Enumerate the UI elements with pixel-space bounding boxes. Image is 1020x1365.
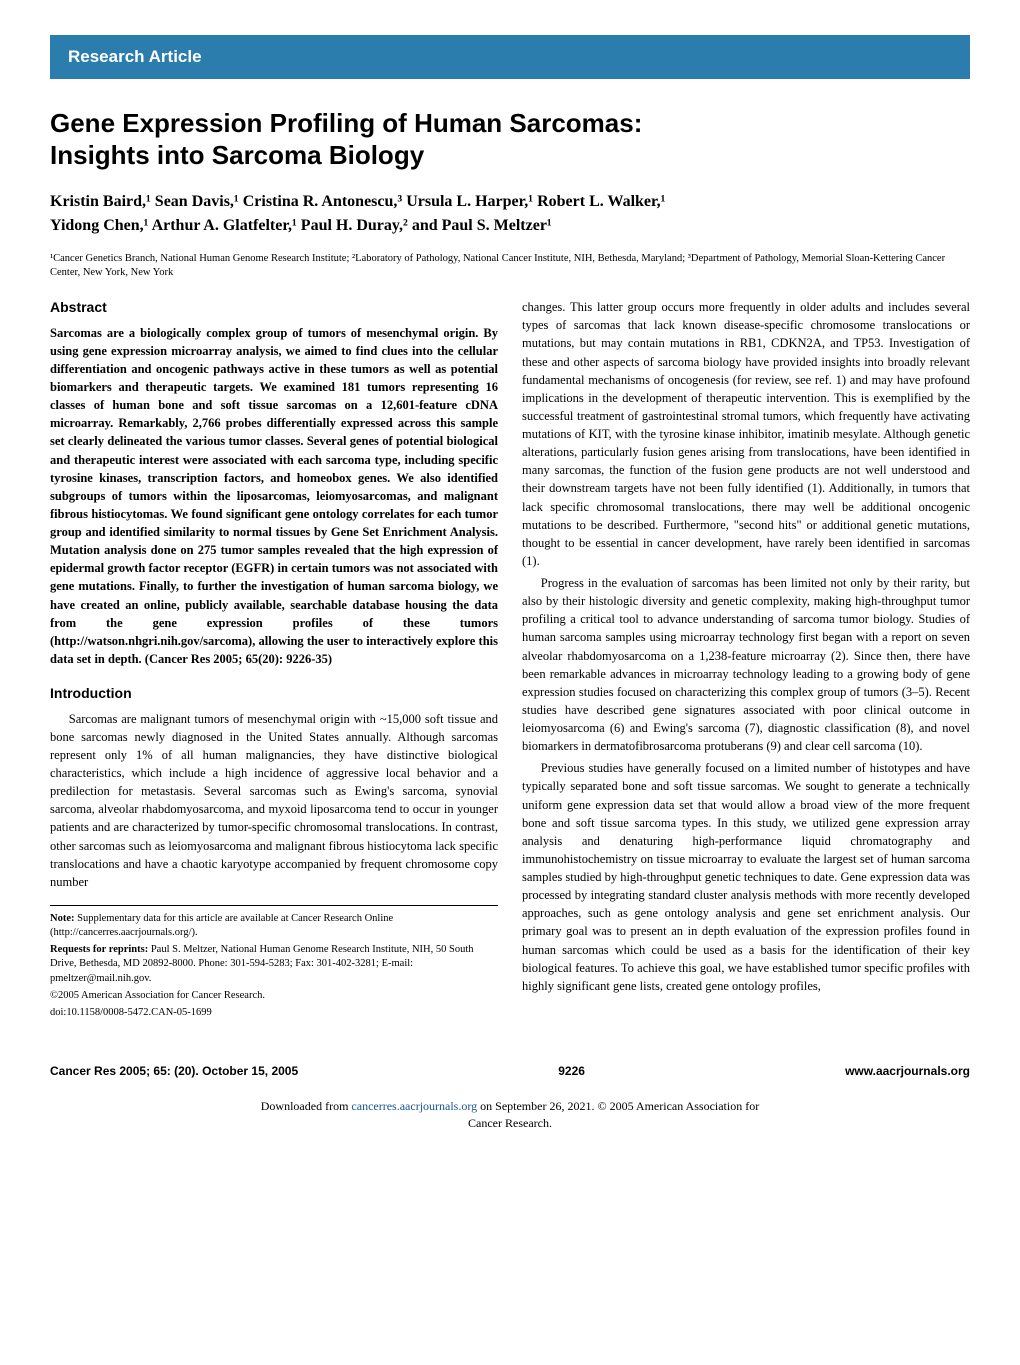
two-column-layout: Abstract Sarcomas are a biologically com… [50, 298, 970, 1023]
footer-page-number: 9226 [558, 1063, 585, 1080]
left-column: Abstract Sarcomas are a biologically com… [50, 298, 498, 1023]
right-paragraph-3: Previous studies have generally focused … [522, 759, 970, 995]
footnote-note: Note: Supplementary data for this articl… [50, 912, 498, 940]
footnote-doi: doi:10.1158/0008-5472.CAN-05-1699 [50, 1006, 498, 1020]
page-footer: Cancer Res 2005; 65: (20). October 15, 2… [50, 1053, 970, 1080]
download-text-1: Downloaded from [261, 1099, 352, 1113]
footnote-copyright: ©2005 American Association for Cancer Re… [50, 989, 498, 1003]
abstract-text: Sarcomas are a biologically complex grou… [50, 324, 498, 668]
download-text-2: on September 26, 2021. © 2005 American A… [477, 1099, 759, 1113]
footnote-reprints: Requests for reprints: Paul S. Meltzer, … [50, 943, 498, 986]
title-line-1: Gene Expression Profiling of Human Sarco… [50, 108, 642, 138]
right-column: changes. This latter group occurs more f… [522, 298, 970, 1023]
download-link[interactable]: cancerres.aacrjournals.org [351, 1099, 477, 1113]
article-title: Gene Expression Profiling of Human Sarco… [50, 107, 970, 172]
download-attribution: Downloaded from cancerres.aacrjournals.o… [50, 1098, 970, 1152]
footer-journal-info: Cancer Res 2005; 65: (20). October 15, 2… [50, 1063, 298, 1080]
authors-block: Kristin Baird,¹ Sean Davis,¹ Cristina R.… [50, 190, 970, 238]
authors-line-2: Yidong Chen,¹ Arthur A. Glatfelter,¹ Pau… [50, 217, 552, 234]
download-text-3: Cancer Research. [468, 1116, 552, 1130]
authors-line-1: Kristin Baird,¹ Sean Davis,¹ Cristina R.… [50, 193, 665, 210]
affiliations: ¹Cancer Genetics Branch, National Human … [50, 252, 970, 280]
abstract-heading: Abstract [50, 298, 498, 318]
right-paragraph-2: Progress in the evaluation of sarcomas h… [522, 574, 970, 755]
reprints-label: Requests for reprints: [50, 944, 148, 955]
intro-paragraph-1: Sarcomas are malignant tumors of mesench… [50, 710, 498, 891]
note-text: Supplementary data for this article are … [50, 913, 393, 938]
title-line-2: Insights into Sarcoma Biology [50, 140, 424, 170]
footer-url: www.aacrjournals.org [845, 1063, 970, 1080]
note-label: Note: [50, 913, 75, 924]
introduction-heading: Introduction [50, 684, 498, 704]
right-paragraph-1: changes. This latter group occurs more f… [522, 298, 970, 570]
footnote-divider [50, 905, 498, 906]
section-header-bar: Research Article [50, 35, 970, 79]
